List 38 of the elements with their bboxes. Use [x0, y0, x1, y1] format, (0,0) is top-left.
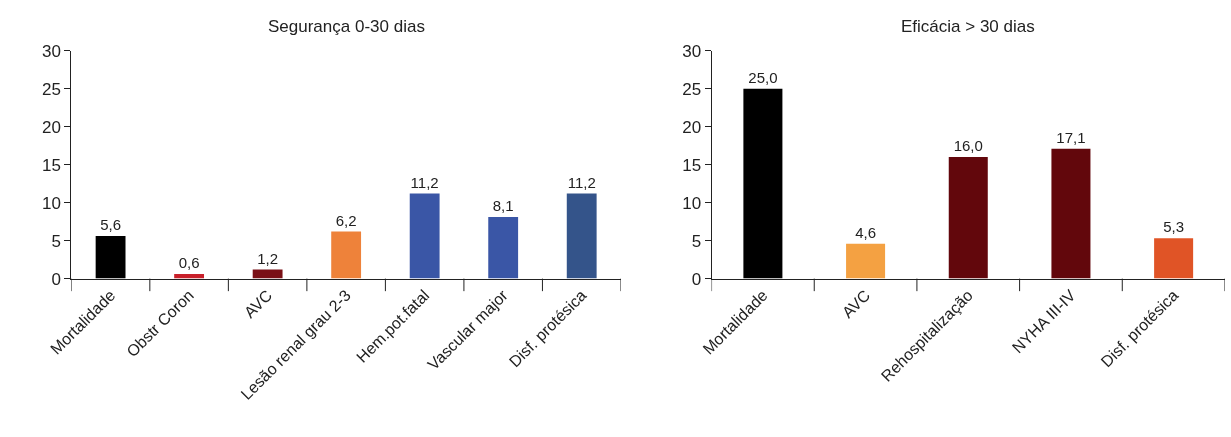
data-label: 1,2	[257, 249, 279, 267]
bar	[409, 193, 440, 279]
y-tick-label: 10	[42, 193, 61, 213]
data-label: 5,6	[100, 216, 122, 234]
y-tick-label: 30	[42, 41, 61, 61]
y-tick-label: 0	[691, 269, 702, 289]
data-label: 5,3	[1163, 218, 1185, 236]
bar	[1154, 238, 1194, 279]
y-tick-label: 15	[42, 155, 61, 175]
y-tick-label: 20	[682, 117, 702, 137]
y-tick-label: 25	[42, 79, 61, 99]
bar	[743, 88, 783, 279]
y-tick-label: 5	[691, 231, 702, 251]
data-label: 25,0	[748, 68, 778, 86]
bar	[331, 231, 362, 279]
bar	[566, 193, 597, 279]
bar	[948, 157, 988, 279]
data-label: 8,1	[492, 197, 514, 215]
data-label: 16,0	[953, 137, 983, 155]
y-tick-label: 0	[51, 269, 61, 289]
data-label: 11,2	[410, 173, 439, 191]
y-tick-label: 30	[682, 41, 702, 61]
bar	[95, 236, 126, 279]
y-tick-label: 20	[42, 117, 61, 137]
data-label: 11,2	[567, 173, 596, 191]
chart-title: Eficácia > 30 dias	[901, 17, 1035, 36]
data-label: 4,6	[855, 223, 877, 241]
bar	[1051, 148, 1091, 279]
chart-title: Segurança 0-30 dias	[268, 17, 425, 36]
y-tick-label: 10	[682, 193, 702, 213]
data-label: 0,6	[178, 254, 200, 272]
y-tick-label: 5	[51, 231, 61, 251]
bar	[846, 243, 886, 279]
y-tick-label: 15	[682, 155, 702, 175]
y-tick-label: 25	[682, 79, 702, 99]
bar	[488, 217, 519, 279]
data-label: 17,1	[1056, 128, 1086, 146]
data-label: 6,2	[335, 211, 357, 229]
